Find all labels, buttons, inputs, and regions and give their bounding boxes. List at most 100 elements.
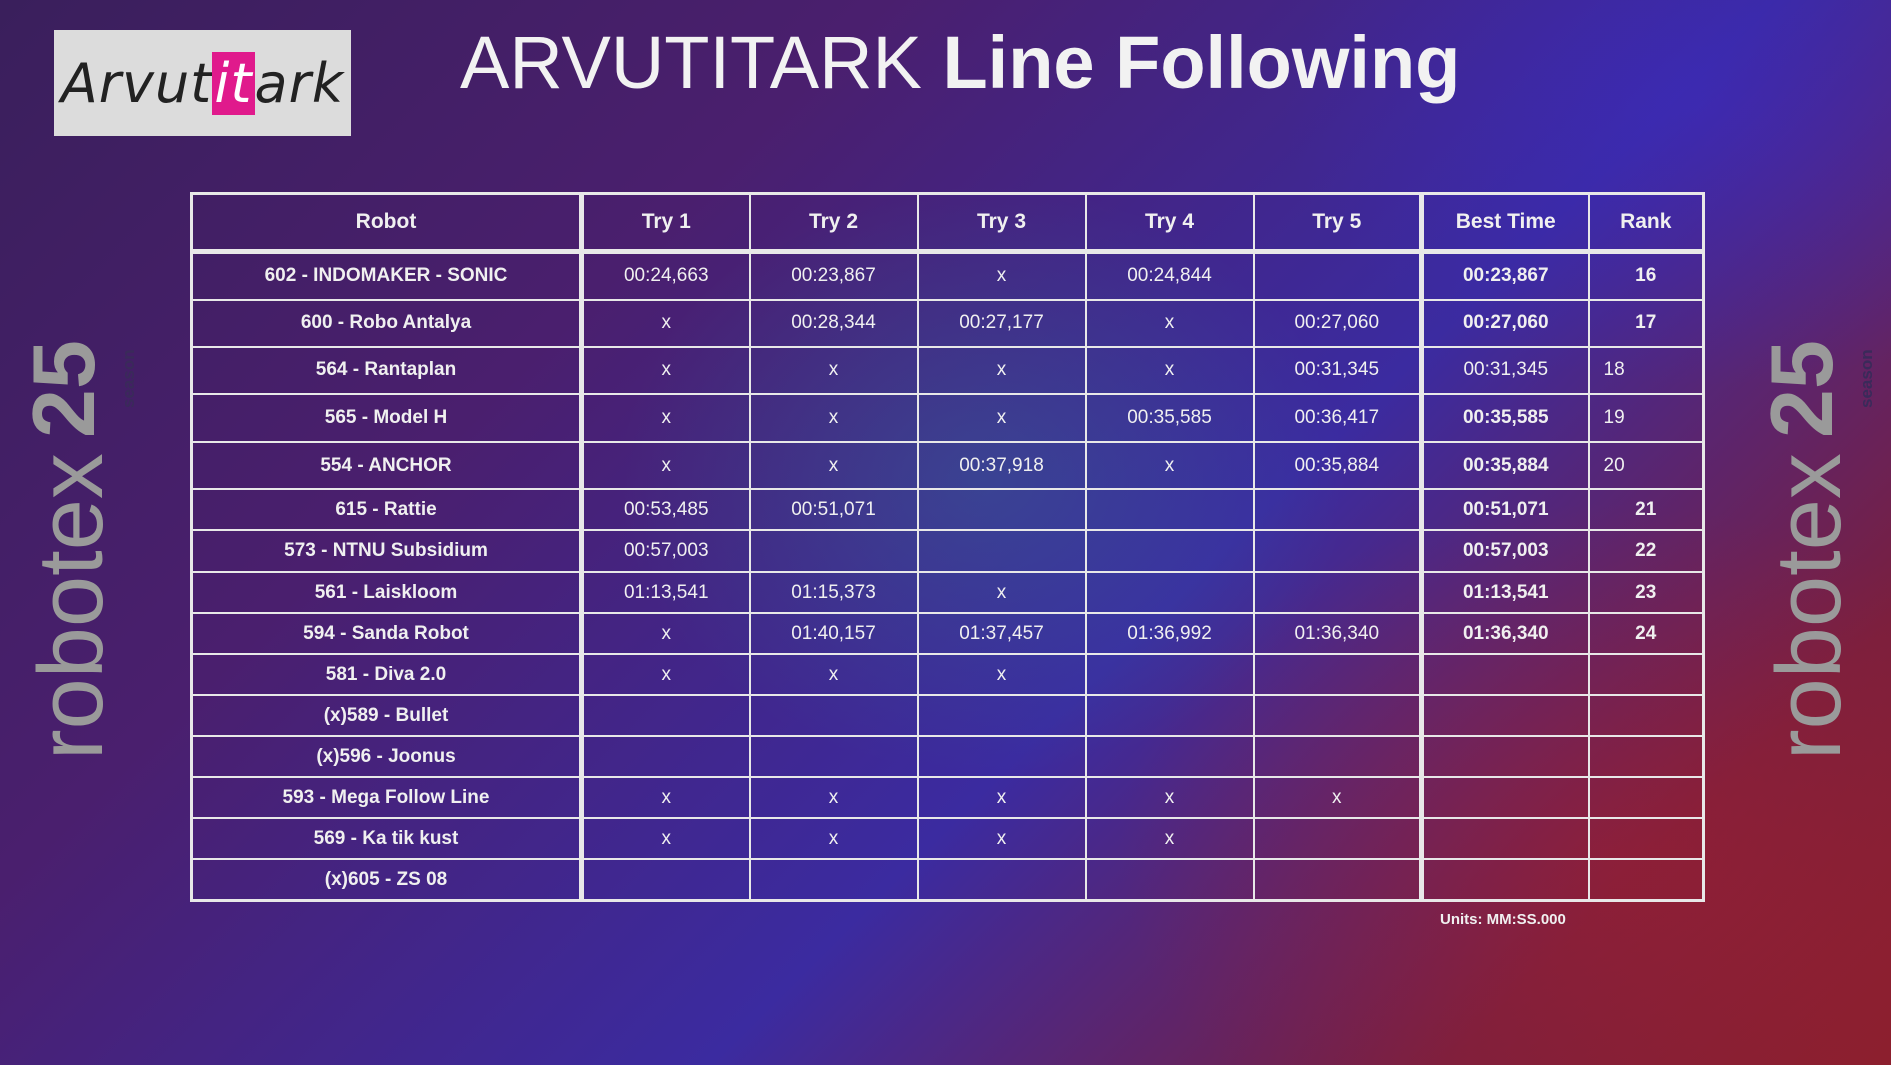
cell-robot: 573 - NTNU Subsidium — [190, 529, 583, 574]
cell-t4: x — [1084, 345, 1255, 395]
cell-t4: 00:24,844 — [1084, 250, 1255, 301]
cell-best: 00:23,867 — [1419, 250, 1590, 301]
header-rank: Rank — [1587, 192, 1705, 253]
cell-rank — [1587, 694, 1705, 738]
cell-t4: 00:35,585 — [1084, 392, 1255, 444]
cell-rank: 24 — [1587, 612, 1705, 656]
cell-t4 — [1084, 488, 1255, 532]
cell-t5 — [1252, 488, 1423, 532]
logo-prefix: Arvut — [60, 51, 213, 115]
cell-t4 — [1084, 694, 1255, 738]
cell-robot: 594 - Sanda Robot — [190, 612, 583, 656]
brand-word-right: robotex — [1768, 453, 1860, 760]
cell-t3: x — [916, 817, 1087, 861]
cell-robot: (x)589 - Bullet — [190, 694, 583, 738]
cell-t3: 00:27,177 — [916, 298, 1087, 348]
cell-best — [1419, 776, 1590, 820]
cell-t3: x — [916, 571, 1087, 615]
cell-t3: x — [916, 392, 1087, 444]
cell-rank: 23 — [1587, 571, 1705, 615]
cell-t2: x — [748, 817, 919, 861]
cell-t4 — [1084, 858, 1255, 902]
results-table: Robot Try 1 Try 2 Try 3 Try 4 Try 5 Best… — [190, 192, 1705, 902]
cell-t2: 00:23,867 — [748, 250, 919, 301]
cell-t2: x — [748, 776, 919, 820]
cell-best: 01:13,541 — [1419, 571, 1590, 615]
cell-t4: x — [1084, 441, 1255, 491]
table-row: 593 - Mega Follow Line x x x x x — [190, 776, 1705, 820]
cell-t3 — [916, 735, 1087, 779]
header-try-3: Try 3 — [916, 192, 1087, 253]
cell-t5 — [1252, 529, 1423, 574]
cell-t3: x — [916, 250, 1087, 301]
cell-rank: 16 — [1587, 250, 1705, 301]
cell-best: 00:57,003 — [1419, 529, 1590, 574]
cell-t5: 00:27,060 — [1252, 298, 1423, 348]
cell-t4 — [1084, 571, 1255, 615]
cell-t2 — [748, 529, 919, 574]
cell-best: 00:35,585 — [1419, 392, 1590, 444]
table-row: 581 - Diva 2.0 x x x — [190, 653, 1705, 697]
cell-t5 — [1252, 858, 1423, 902]
robotex-brand-right: robotex 25 season — [1752, 310, 1878, 770]
cell-t2: x — [748, 392, 919, 444]
cell-t5: 01:36,340 — [1252, 612, 1423, 656]
header-best-time: Best Time — [1419, 192, 1590, 253]
table-row: (x)589 - Bullet — [190, 694, 1705, 738]
cell-robot: (x)596 - Joonus — [190, 735, 583, 779]
header-robot: Robot — [190, 192, 583, 253]
cell-t1: 00:53,485 — [579, 488, 751, 532]
cell-rank: 22 — [1587, 529, 1705, 574]
cell-t3 — [916, 488, 1087, 532]
cell-t5: 00:31,345 — [1252, 345, 1423, 395]
cell-rank — [1587, 735, 1705, 779]
cell-t3: x — [916, 345, 1087, 395]
cell-t2: x — [748, 441, 919, 491]
cell-t1 — [579, 694, 751, 738]
header-try-2: Try 2 — [748, 192, 919, 253]
units-note: Units: MM:SS.000 — [1440, 911, 1566, 928]
cell-robot: 561 - Laiskloom — [190, 571, 583, 615]
brand-word-left: robotex — [30, 453, 122, 760]
cell-t1: x — [579, 392, 751, 444]
table-row: 573 - NTNU Subsidium 00:57,003 00:57,003 22 — [190, 529, 1705, 574]
cell-t5: 00:36,417 — [1252, 392, 1423, 444]
cell-t4: 01:36,992 — [1084, 612, 1255, 656]
table-row: 615 - Rattie 00:53,485 00:51,071 00:51,071 2… — [190, 488, 1705, 532]
cell-robot: (x)605 - ZS 08 — [190, 858, 583, 902]
cell-t5 — [1252, 250, 1423, 301]
cell-best: 00:35,884 — [1419, 441, 1590, 491]
cell-t4 — [1084, 653, 1255, 697]
cell-t3: 01:37,457 — [916, 612, 1087, 656]
table-row: 600 - Robo Antalya x 00:28,344 00:27,177 x 00… — [190, 298, 1705, 348]
cell-robot: 581 - Diva 2.0 — [190, 653, 583, 697]
cell-rank: 18 — [1587, 345, 1705, 395]
cell-t1: x — [579, 612, 751, 656]
cell-robot: 600 - Robo Antalya — [190, 298, 583, 348]
table-row: (x)605 - ZS 08 — [190, 858, 1705, 902]
cell-t2: 01:15,373 — [748, 571, 919, 615]
title-regular: ARVUTITARK — [460, 21, 943, 104]
cell-t1: 00:24,663 — [579, 250, 751, 301]
title-bold: Line Following — [942, 21, 1461, 104]
logo-suffix: ark — [254, 51, 345, 115]
cell-t2 — [748, 735, 919, 779]
cell-t2: 00:51,071 — [748, 488, 919, 532]
brand-number-right: 25 — [1768, 340, 1851, 438]
cell-t5 — [1252, 694, 1423, 738]
cell-t3: 00:37,918 — [916, 441, 1087, 491]
page-title: ARVUTITARK Line Following — [460, 20, 1460, 105]
cell-t5 — [1252, 817, 1423, 861]
cell-t3 — [916, 694, 1087, 738]
cell-t4: x — [1084, 298, 1255, 348]
cell-robot: 554 - ANCHOR — [190, 441, 583, 491]
cell-robot: 565 - Model H — [190, 392, 583, 444]
table-row: (x)596 - Joonus — [190, 735, 1705, 779]
cell-t1: x — [579, 817, 751, 861]
cell-rank: 20 — [1587, 441, 1705, 491]
header-try-5: Try 5 — [1252, 192, 1423, 253]
cell-best — [1419, 653, 1590, 697]
robotex-brand-left: robotex 25 season — [14, 310, 140, 770]
cell-robot: 569 - Ka tik kust — [190, 817, 583, 861]
cell-best: 01:36,340 — [1419, 612, 1590, 656]
